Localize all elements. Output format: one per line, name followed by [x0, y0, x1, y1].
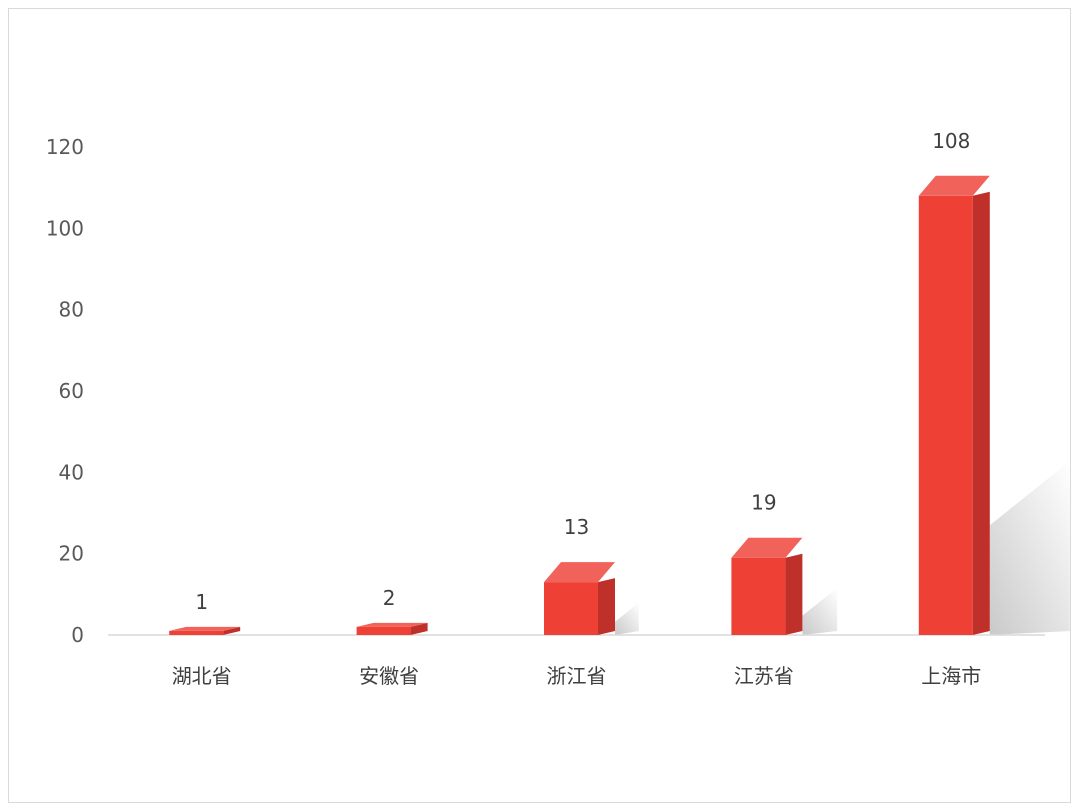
- bar: [169, 626, 241, 635]
- bar-side: [598, 578, 615, 635]
- x-category-label: 湖北省: [172, 664, 232, 688]
- data-label: 2: [383, 586, 396, 610]
- y-tick-label: 80: [59, 298, 84, 322]
- bar-top: [731, 537, 803, 558]
- y-tick-label: 100: [46, 216, 84, 240]
- bar-top: [918, 175, 990, 196]
- y-tick-label: 40: [59, 460, 84, 484]
- bar-front: [544, 582, 598, 635]
- chart-frame: [8, 8, 1071, 803]
- bar-shadow: [802, 587, 838, 635]
- bar: [918, 175, 990, 636]
- data-label: 108: [932, 129, 970, 153]
- bar-shadow: [615, 602, 639, 635]
- bar: [544, 562, 615, 635]
- x-category-label: 浙江省: [547, 664, 607, 688]
- bar-shadow: [989, 461, 1070, 635]
- bar: [731, 537, 803, 635]
- bar-side: [972, 191, 990, 636]
- y-tick-label: 120: [46, 135, 84, 159]
- x-category-label: 安徽省: [359, 664, 419, 688]
- bar-top: [544, 562, 615, 583]
- bar-front: [918, 195, 973, 636]
- bar-front: [356, 626, 411, 635]
- bar-front: [731, 557, 786, 635]
- bar-side: [223, 626, 241, 635]
- bar: [356, 622, 428, 635]
- data-label: 1: [195, 590, 208, 614]
- x-category-label: 江苏省: [734, 664, 794, 688]
- data-label: 19: [751, 491, 776, 515]
- bar-side: [785, 553, 803, 635]
- y-tick-label: 0: [71, 623, 84, 647]
- y-tick-label: 20: [59, 542, 84, 566]
- bar-top: [169, 626, 241, 631]
- bar-front: [169, 630, 224, 635]
- data-label: 13: [564, 515, 589, 539]
- y-tick-label: 60: [59, 379, 84, 403]
- bar-top: [356, 622, 428, 627]
- bar-side: [410, 622, 428, 635]
- x-category-label: 上海市: [921, 664, 981, 688]
